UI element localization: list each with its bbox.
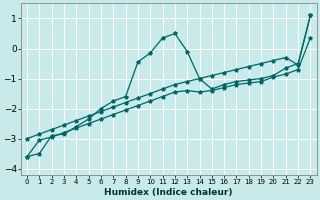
X-axis label: Humidex (Indice chaleur): Humidex (Indice chaleur) bbox=[104, 188, 233, 197]
